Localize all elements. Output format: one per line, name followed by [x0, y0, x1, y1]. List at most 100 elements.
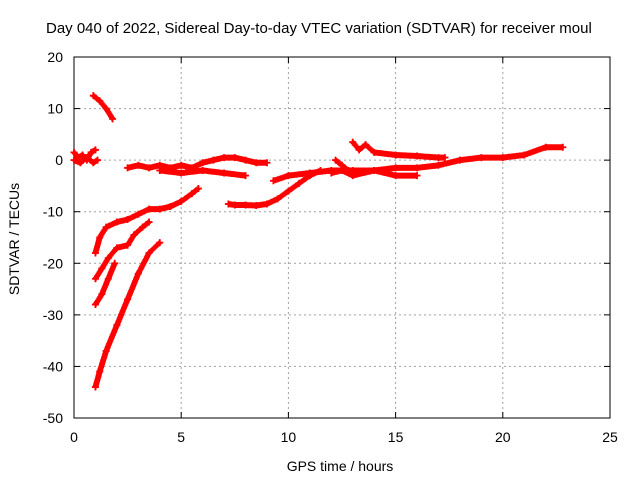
series-13	[349, 138, 449, 162]
y-tick-label: -30	[43, 307, 63, 323]
data-point	[177, 161, 185, 169]
y-tick-label: -40	[43, 358, 63, 374]
data-point	[434, 154, 442, 162]
x-tick-label: 0	[70, 429, 78, 445]
data-point	[542, 143, 550, 151]
data-point	[295, 179, 303, 187]
data-point	[145, 164, 153, 172]
data-point	[70, 148, 78, 156]
data-point	[188, 190, 196, 198]
data-point	[441, 154, 449, 162]
data-point	[338, 161, 346, 169]
y-tick-label: 0	[55, 152, 63, 168]
y-tick-label: 10	[47, 101, 63, 117]
data-point	[104, 254, 112, 262]
data-point	[111, 259, 119, 267]
data-point	[242, 172, 250, 180]
data-point	[370, 148, 378, 156]
data-point	[231, 201, 239, 209]
data-point	[87, 148, 95, 156]
data-point	[177, 169, 185, 177]
data-point	[156, 239, 164, 247]
data-point	[392, 151, 400, 159]
data-point	[130, 231, 138, 239]
data-point	[413, 172, 421, 180]
y-tick-label: -10	[43, 204, 63, 220]
data-point	[306, 169, 314, 177]
data-point	[98, 290, 106, 298]
data-point	[96, 97, 104, 105]
data-point	[145, 218, 153, 226]
data-point	[70, 156, 78, 164]
data-point	[79, 151, 87, 159]
data-point	[231, 154, 239, 162]
data-point	[156, 205, 164, 213]
series-6	[91, 218, 153, 283]
data-point	[124, 164, 132, 172]
data-point	[199, 166, 207, 174]
data-point	[113, 321, 121, 329]
data-point	[91, 249, 99, 257]
data-point	[139, 223, 147, 231]
data-point	[91, 275, 99, 283]
data-point	[91, 146, 99, 154]
series-8	[91, 239, 164, 391]
series-2	[89, 92, 117, 123]
x-tick-label: 10	[281, 429, 297, 445]
data-point	[145, 249, 153, 257]
data-point	[96, 368, 104, 376]
data-point	[134, 210, 142, 218]
data-point	[559, 143, 567, 151]
series-4	[156, 166, 250, 180]
data-point	[83, 154, 91, 162]
data-point	[104, 275, 112, 283]
data-point	[194, 185, 202, 193]
data-point	[109, 115, 117, 123]
data-point	[134, 270, 142, 278]
series-9	[224, 166, 325, 210]
x-axis-label: GPS time / hours	[287, 458, 394, 474]
y-axis-label: SDTVAR / TECUs	[6, 183, 22, 295]
data-point	[434, 161, 442, 169]
axis-ticks: 0 5 10 15 20 25 -50 -40 -30 -20 -10 0 10 20	[43, 49, 618, 445]
data-point	[349, 138, 357, 146]
data-point	[209, 156, 217, 164]
data-point	[124, 241, 132, 249]
data-point	[413, 164, 421, 172]
plot-frame	[73, 56, 611, 419]
series-1	[70, 154, 102, 167]
data-point	[145, 205, 153, 213]
y-tick-label: -20	[43, 255, 63, 271]
series-7	[91, 259, 119, 309]
data-point	[124, 215, 132, 223]
data-point	[156, 166, 164, 174]
data-point	[199, 159, 207, 167]
data-point	[456, 156, 464, 164]
data-point	[263, 200, 271, 208]
data-point	[520, 151, 528, 159]
data-point	[166, 203, 174, 211]
data-point	[349, 172, 357, 180]
x-tick-label: 20	[495, 429, 511, 445]
data-point	[284, 172, 292, 180]
data-point	[113, 244, 121, 252]
data-point	[102, 105, 110, 113]
data-point	[362, 141, 370, 149]
data-point	[499, 154, 507, 162]
data-point	[220, 169, 228, 177]
chart-title: Day 040 of 2022, Sidereal Day-to-day VTE…	[46, 20, 592, 37]
data-point	[102, 223, 110, 231]
data-point	[392, 164, 400, 172]
data-point	[89, 92, 97, 100]
data-point	[91, 383, 99, 391]
data-point	[102, 347, 110, 355]
data-point	[392, 172, 400, 180]
grid-lines	[74, 57, 610, 418]
data-point	[477, 154, 485, 162]
data-point	[242, 156, 250, 164]
data-point	[252, 202, 260, 210]
data-point	[124, 295, 132, 303]
series-12	[332, 156, 352, 174]
